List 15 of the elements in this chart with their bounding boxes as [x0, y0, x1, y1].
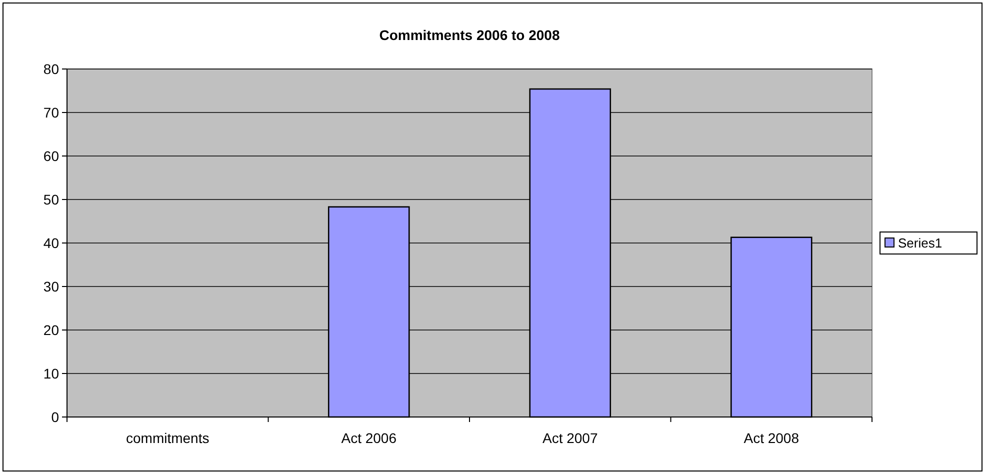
- legend-label: Series1: [898, 236, 942, 251]
- y-tick-label: 10: [43, 365, 60, 382]
- y-tick-label: 40: [43, 234, 60, 251]
- x-tick-label: Act 2008: [744, 430, 800, 446]
- y-tick-label: 80: [43, 60, 60, 77]
- y-tick-label: 0: [51, 408, 60, 425]
- chart-title: Commitments 2006 to 2008: [379, 27, 560, 43]
- y-tick-label: 60: [43, 148, 60, 164]
- y-tick-label: 30: [43, 278, 60, 294]
- x-tick-label: Act 2007: [542, 430, 598, 446]
- y-tick-label: 20: [43, 322, 60, 338]
- x-tick-label: commitments: [126, 430, 210, 446]
- y-tick-label: 50: [43, 191, 60, 208]
- y-tick-label: 70: [43, 104, 60, 120]
- x-tick-label: Act 2006: [341, 430, 397, 446]
